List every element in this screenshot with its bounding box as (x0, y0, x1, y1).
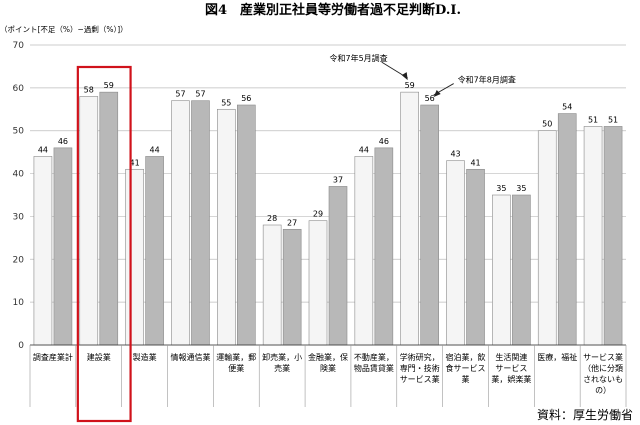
x-tick-label: 学術研究， (400, 352, 440, 362)
annotation-arrowhead (401, 72, 408, 81)
x-tick-label: されないも (583, 375, 623, 384)
bar (400, 91, 419, 346)
data-label: 27 (287, 218, 297, 227)
x-tick-label: サービス業 (400, 374, 440, 384)
x-tick-label: 情報通信業 (170, 352, 210, 362)
x-tick-label: 食サービス (446, 363, 486, 373)
x-tick-label: 建設業 (87, 352, 111, 362)
bar (492, 194, 511, 346)
y-tick-label: 0 (18, 341, 24, 351)
data-label: 59 (405, 81, 415, 90)
y-tick-label: 70 (13, 41, 25, 51)
data-label: 35 (496, 184, 506, 193)
bar (217, 108, 236, 346)
x-tick-label: サービス (495, 364, 527, 373)
bar (466, 168, 485, 346)
data-label: 51 (608, 115, 618, 124)
y-tick-label: 50 (13, 127, 25, 137)
data-label: 35 (516, 184, 526, 193)
annotation-label: 令和7年5月調査 (330, 53, 388, 63)
bar (145, 156, 164, 346)
x-tick-label: 業，娯楽業 (491, 374, 531, 384)
bar (512, 194, 531, 346)
highlight-box (76, 65, 132, 423)
x-tick-label: 運輸業，郵 (216, 352, 256, 362)
y-tick-label: 40 (13, 170, 25, 180)
x-tick-label: 不動産業， (354, 352, 394, 362)
data-label: 41 (470, 158, 480, 167)
x-tick-label: 売業 (274, 363, 290, 373)
bar (125, 168, 144, 346)
x-tick-label: 製造業 (133, 352, 157, 362)
bar (99, 91, 119, 346)
bar (557, 113, 577, 346)
data-label: 56 (241, 94, 251, 103)
y-tick-label: 20 (13, 255, 25, 265)
x-tick-label: の） (595, 386, 611, 395)
x-tick-label: 金融業，保 (308, 352, 348, 362)
x-tick-label: 生活関連 (495, 352, 527, 362)
bar (354, 156, 374, 346)
bar (328, 186, 348, 346)
data-label: 41 (130, 158, 140, 167)
x-tick-label: 医療，福祉 (537, 352, 577, 362)
data-label: 54 (562, 103, 572, 112)
data-label: 37 (333, 175, 343, 184)
data-label: 44 (150, 145, 160, 154)
data-label: 28 (267, 214, 277, 223)
bar (282, 228, 302, 346)
data-label: 29 (313, 210, 323, 219)
bar (603, 126, 623, 346)
x-tick-label: 宿泊業，飲 (446, 352, 486, 362)
data-label: 46 (58, 137, 68, 146)
bar (537, 130, 557, 346)
bar (374, 147, 394, 346)
y-tick-label: 60 (13, 84, 25, 94)
x-tick-label: 業 (462, 374, 470, 384)
x-tick-label: 調査産業計 (33, 352, 73, 362)
bar (308, 220, 328, 346)
x-tick-label: 卸売業，小 (262, 352, 302, 362)
y-axis-label: （ポイント[不足（%）−過剰（%）]） (0, 24, 128, 34)
bar (262, 224, 282, 346)
annotation-label: 令和7年8月調査 (458, 74, 516, 84)
axes: 0 10 20 30 40 50 60 70 調査産業計 建設業 製造業 情報通信業 運輸業，郵便業 卸売… (13, 41, 627, 407)
bar (420, 104, 439, 346)
data-label: 57 (195, 90, 205, 99)
bars: 44 46 58 59 41 44 57 57 55 56 28 27 29 37 44 46 59 56 43 41… (33, 81, 623, 346)
data-label: 57 (175, 90, 185, 99)
x-tick-label: 物品賃貸業 (354, 363, 394, 373)
x-tick-label: 険業 (320, 363, 336, 373)
bar (583, 126, 603, 346)
chart-title: 図4 産業別正社員等労働者過不足判断D.I. (205, 2, 461, 18)
y-tick-label: 30 (13, 212, 25, 222)
x-tick-label: 便業 (228, 363, 244, 373)
data-label: 58 (84, 85, 94, 94)
data-label: 55 (221, 98, 231, 107)
source-note: 資料：厚生労働省 (537, 408, 633, 422)
bar (33, 156, 53, 346)
data-label: 50 (542, 120, 552, 129)
bar (191, 100, 210, 346)
data-label: 59 (104, 81, 114, 90)
bar (79, 96, 99, 346)
data-label: 56 (425, 94, 435, 103)
bar (171, 100, 190, 346)
data-label: 43 (450, 150, 460, 159)
bar (446, 160, 465, 346)
bar (237, 104, 256, 346)
x-tick-label: （他に分類 (583, 363, 623, 373)
bar (53, 147, 73, 346)
annotation-arrowhead (433, 90, 441, 97)
y-tick-label: 10 (13, 298, 25, 308)
data-label: 44 (359, 145, 369, 154)
data-label: 46 (379, 137, 389, 146)
x-tick-label: 専門・技術 (400, 363, 440, 373)
gridlines (30, 44, 626, 346)
x-tick-label: サービス業 (583, 352, 623, 362)
data-label: 44 (38, 145, 48, 154)
data-label: 51 (588, 115, 598, 124)
